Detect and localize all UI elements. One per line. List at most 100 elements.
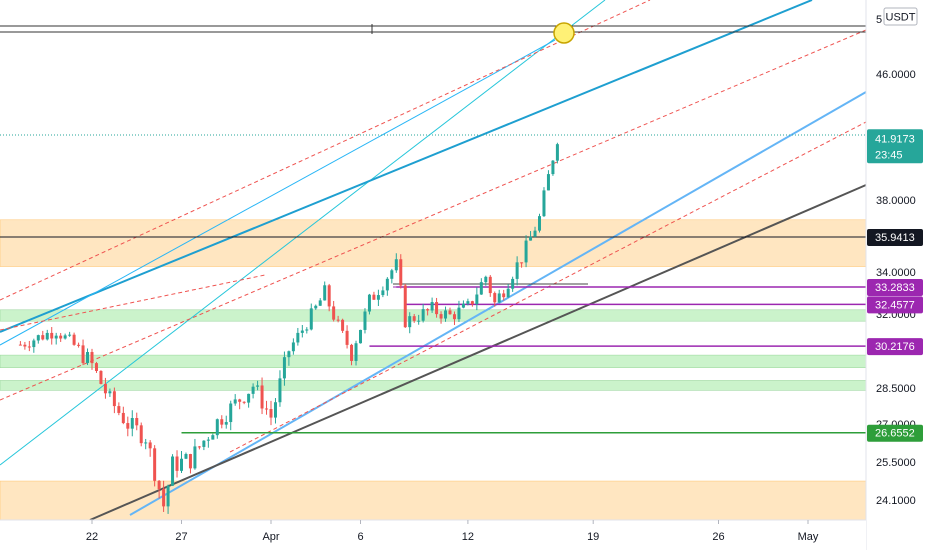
candle-body [247, 393, 251, 403]
x-tick-label: 19 [587, 531, 599, 543]
y-tick-label: 38.0000 [876, 195, 916, 207]
candle-body [18, 344, 22, 346]
candle-body [359, 329, 362, 344]
candle-body [103, 383, 107, 394]
candle-body [27, 346, 31, 348]
candle-body [466, 301, 470, 304]
candle-body [385, 278, 389, 291]
candle-body [314, 305, 318, 309]
candle-body [215, 419, 219, 436]
candle-body [135, 418, 139, 426]
candle-body [296, 332, 300, 343]
candle-body [229, 403, 233, 423]
candle-body [72, 334, 76, 345]
candle-body [50, 332, 54, 339]
candles-layer [18, 142, 559, 514]
candle-body [506, 288, 510, 298]
y-axis-ticks: 24.100025.500027.000028.500030.000032.00… [876, 69, 916, 507]
purple-price-value: 30.2176 [875, 341, 915, 353]
candle-body [278, 378, 282, 403]
candle-body [555, 144, 559, 161]
candle-body [148, 442, 152, 449]
candle-body [533, 230, 537, 237]
candle-body [372, 294, 376, 300]
candle-body [538, 216, 541, 231]
y-tick-label: 28.5000 [876, 383, 916, 395]
candle-body [305, 329, 309, 331]
dark-price-value: 35.9413 [875, 232, 915, 244]
candle-body [484, 276, 488, 283]
last-price-value: 41.9173 [875, 133, 915, 145]
candle-body [367, 294, 371, 312]
candle-body [435, 302, 439, 315]
candle-body [126, 423, 130, 429]
candle-body [394, 259, 398, 271]
candle-body [193, 446, 197, 469]
candle-body [426, 309, 430, 311]
candle-body [90, 352, 94, 364]
purple-price-badge [867, 279, 923, 297]
candle-body [63, 335, 67, 339]
main-channel-line [0, 0, 813, 333]
candle-body [421, 309, 425, 321]
candle-body [287, 351, 291, 358]
candle-body [112, 391, 116, 407]
candle-body [457, 307, 461, 320]
bar-countdown: 23:45 [875, 149, 903, 161]
candle-body [162, 489, 166, 507]
candle-body [381, 290, 385, 296]
candle-body [108, 391, 112, 394]
candle-body [86, 352, 90, 363]
candle-body [139, 425, 143, 444]
green-price-badge [867, 424, 923, 442]
candle-body [117, 406, 121, 413]
red-dashed-line-4 [0, 274, 266, 331]
candle-body [171, 456, 175, 486]
candle-body [461, 303, 465, 308]
candle-body [121, 412, 125, 424]
candle-body [488, 276, 492, 294]
dark-price-badge [867, 229, 923, 247]
candle-body [520, 262, 524, 264]
candle-body [251, 386, 255, 394]
candle-body [327, 285, 331, 307]
candle-body [403, 285, 407, 328]
x-tick-label: 6 [357, 531, 363, 543]
candle-body [399, 259, 403, 286]
last-price-badge [867, 129, 923, 164]
candle-body [376, 295, 380, 300]
purple-price-value: 33.2833 [875, 282, 915, 294]
candle-body [32, 340, 36, 348]
candle-body [273, 402, 277, 418]
candle-body [180, 458, 183, 471]
candle-body [54, 335, 58, 339]
candle-body [77, 344, 81, 346]
candle-body [197, 446, 201, 448]
y-tick-label: 46.0000 [876, 69, 916, 81]
red-dashed-line-1 [0, 0, 651, 301]
y-tick-label: 25.5000 [876, 457, 916, 469]
candle-body [41, 335, 45, 340]
candle-body [417, 320, 421, 322]
candle-body [99, 370, 103, 384]
candle-body [336, 319, 340, 321]
candle-body [282, 357, 286, 379]
candle-body [81, 345, 85, 363]
candle-body [242, 401, 246, 403]
candle-body [144, 442, 148, 444]
candle-body [497, 293, 501, 303]
candle-body [524, 240, 528, 263]
candle-body [502, 293, 506, 298]
candle-body [479, 282, 483, 295]
time-axis [0, 520, 866, 550]
purple-price-badge [867, 296, 923, 314]
outer-channel-line [0, 0, 606, 466]
candle-body [45, 332, 49, 340]
candle-body [265, 408, 269, 410]
candle-body [224, 422, 228, 425]
candle-body [430, 302, 434, 311]
candle-body [166, 485, 170, 507]
candle-body [157, 480, 161, 490]
candle-body [412, 316, 416, 321]
